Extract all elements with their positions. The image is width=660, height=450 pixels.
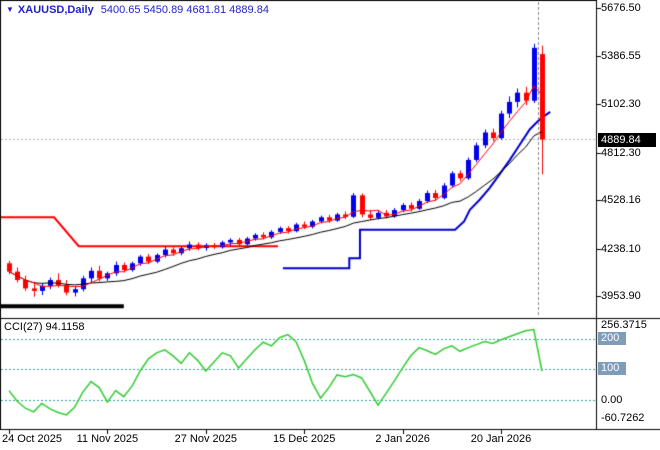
price-axis-label: 4812.30: [601, 146, 641, 159]
current-price-badge: 4889.84: [598, 132, 656, 147]
price-axis-label: 3953.90: [601, 290, 641, 303]
symbol-dropdown-icon[interactable]: ▼: [6, 5, 14, 14]
symbol-timeframe-label: XAUUSD,Daily: [17, 4, 94, 16]
time-axis-label: 27 Nov 2025: [174, 433, 237, 445]
price-axis-label: 4238.10: [601, 242, 641, 255]
indicator-label: CCI(27) 94.1158: [4, 321, 85, 333]
cci-axis-max-label: 256.3715: [601, 319, 647, 331]
time-axis-label: 24 Oct 2025: [2, 433, 62, 445]
time-axis-label: 2 Jan 2026: [375, 433, 430, 445]
price-axis-label: 5386.55: [601, 50, 641, 63]
price-axis-label: 4528.16: [601, 194, 641, 207]
price-axis-label: 5102.30: [601, 97, 641, 110]
time-axis-label: 20 Jan 2026: [470, 433, 532, 445]
cci-axis-min-label: -60.7262: [601, 412, 645, 425]
ohlc-values: 5400.65 5450.89 4681.81 4889.84: [100, 4, 269, 16]
time-axis-label: 11 Nov 2025: [76, 433, 139, 445]
cci-axis-zero-label: 0.00: [601, 393, 623, 406]
chart-title: ▼ XAUUSD,Daily 5400.65 5450.89 4681.81 488…: [6, 4, 269, 16]
cci-level-100-badge: 100: [598, 362, 626, 376]
price-axis-label: 5676.50: [601, 1, 641, 14]
time-axis-label: 15 Dec 2025: [272, 433, 336, 445]
cci-level-200-badge: 200: [598, 332, 626, 346]
